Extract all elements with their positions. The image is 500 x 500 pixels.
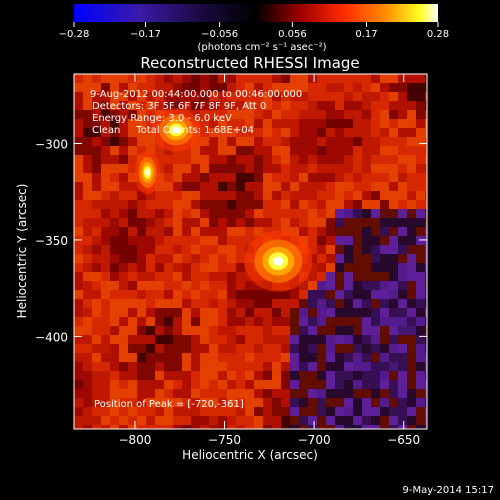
annotation-clean-counts: Clean Total Counts: 1.68E+04	[92, 125, 254, 136]
x-axis-label: Heliocentric X (arcsec)	[182, 448, 318, 462]
colorbar-tick-label: −0.17	[130, 29, 161, 40]
colorbar-tick-label: −0.28	[59, 29, 90, 40]
chart-title: Reconstructed RHESSI Image	[140, 54, 359, 72]
colorbar	[74, 4, 438, 22]
annotation-energy-range: Energy Range: 3.0 - 6.0 keV	[92, 113, 232, 124]
colorbar-tick-label: 0.17	[355, 29, 377, 40]
y-tick-label: −350	[35, 234, 68, 248]
x-tick-label: −700	[298, 433, 331, 447]
annotation-detectors: Detectors: 3F 5F 6F 7F 8F 9F, Att 0	[92, 101, 266, 112]
plot-frame	[73, 73, 428, 430]
y-tick-label: −400	[35, 330, 68, 344]
peak-position-label: Position of Peak = [-720,-361]	[94, 399, 244, 410]
y-axis-label: Heliocentric Y (arcsec)	[15, 184, 29, 319]
x-tick-label: −750	[208, 433, 241, 447]
y-axis: −300 −350 −400	[35, 137, 427, 344]
footer-date: 9-May-2014 15:17	[402, 485, 494, 496]
colorbar-tick-label: 0.056	[278, 29, 307, 40]
heatmap-source	[151, 108, 201, 152]
colorbar-tick-label: 0.28	[427, 29, 449, 40]
x-tick-label: −650	[387, 433, 420, 447]
heatmap-image	[74, 74, 427, 429]
heatmap-source	[134, 150, 161, 195]
x-axis: −800 −750 −700 −650	[118, 74, 420, 447]
annotation-time-range: 9-Aug-2012 00:44:00.000 to 00:46:00.000	[90, 89, 302, 100]
y-tick-label: −300	[35, 137, 68, 151]
heatmap-source	[244, 230, 313, 292]
colorbar-ticks: −0.28 −0.17 −0.056 0.056 0.17 0.28	[59, 22, 449, 40]
x-tick-label: −800	[118, 433, 151, 447]
colorbar-unit-label: (photons cm⁻² s⁻¹ asec⁻²)	[197, 42, 326, 53]
colorbar-tick-label: −0.056	[201, 29, 238, 40]
